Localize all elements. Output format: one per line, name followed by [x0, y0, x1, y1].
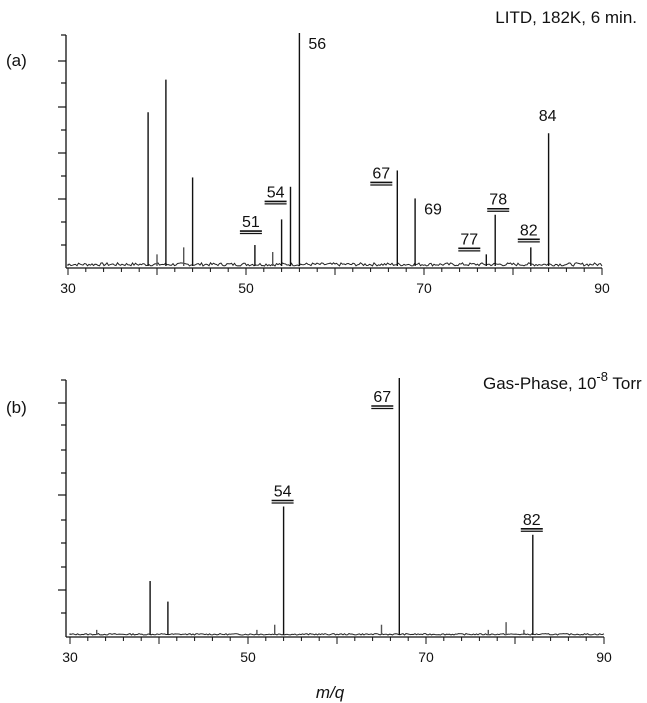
panel-b-x-axis-label: m/q [316, 683, 345, 702]
panel-a-peak-label-84: 84 [539, 108, 557, 125]
panel-a-baseline-noise [67, 261, 603, 267]
panel-a-peak-label-51: 51 [242, 214, 260, 231]
panel-a-label: (a) [6, 51, 27, 70]
panel-a-spectrum: (a) LITD, 182K, 6 min. 30 50 70 90 51 54 56 67… [6, 8, 637, 296]
panel-b-x-ticks: 30 50 70 90 [62, 637, 612, 665]
panel-a-peak-labels: 51 54 56 67 69 77 78 82 84 [239, 36, 557, 252]
panel-b-title-tail: Torr [608, 374, 642, 393]
panel-b-x-tick-label: 90 [596, 649, 612, 665]
panel-b-peak-label-67: 67 [373, 389, 391, 406]
panel-b-peak-labels: 54 67 82 [271, 389, 543, 532]
panel-b-peak-label-82: 82 [523, 512, 541, 529]
panel-a-noise-baseline [67, 261, 603, 267]
panel-b-baseline-noise [69, 633, 605, 636]
panel-a-peak-label-77: 77 [460, 231, 478, 248]
panel-a-peak-label-78: 78 [489, 192, 507, 209]
panel-a-peak-label-82: 82 [520, 222, 538, 239]
panel-b-title: Gas-Phase, 10-8 Torr [483, 369, 642, 393]
panel-b-title-sup: -8 [596, 369, 608, 384]
panel-a-title: LITD, 182K, 6 min. [495, 8, 637, 27]
panel-a-x-tick-label: 50 [238, 280, 254, 296]
panel-b-spectrum: (b) Gas-Phase, 10-8 Torr 30 50 70 90 54 67 82… [6, 369, 642, 702]
panel-b-noise-baseline [69, 633, 605, 636]
panel-a-peak-label-54: 54 [267, 184, 285, 201]
panel-b-x-tick-label: 30 [62, 649, 78, 665]
panel-b-title-main: Gas-Phase, 10 [483, 374, 596, 393]
panel-a-peaks [147, 33, 550, 266]
panel-a-x-tick-label: 70 [416, 280, 432, 296]
panel-b-label: (b) [6, 398, 27, 417]
panel-a-peak-label-67: 67 [372, 165, 390, 182]
panel-a-x-ticks: 30 50 70 90 [60, 268, 610, 296]
panel-b-x-tick-label: 70 [418, 649, 434, 665]
panel-b-x-tick-label: 50 [240, 649, 256, 665]
panel-a-x-tick-label: 90 [594, 280, 610, 296]
panel-a-peak-label-56: 56 [308, 36, 326, 53]
panel-b-peak-label-54: 54 [274, 484, 292, 501]
panel-a-y-ticks [58, 34, 66, 246]
panel-a-x-tick-label: 30 [60, 280, 76, 296]
panel-b-peaks [95, 378, 534, 635]
panel-b-y-ticks [58, 379, 66, 614]
panel-a-peak-label-69: 69 [424, 201, 442, 218]
